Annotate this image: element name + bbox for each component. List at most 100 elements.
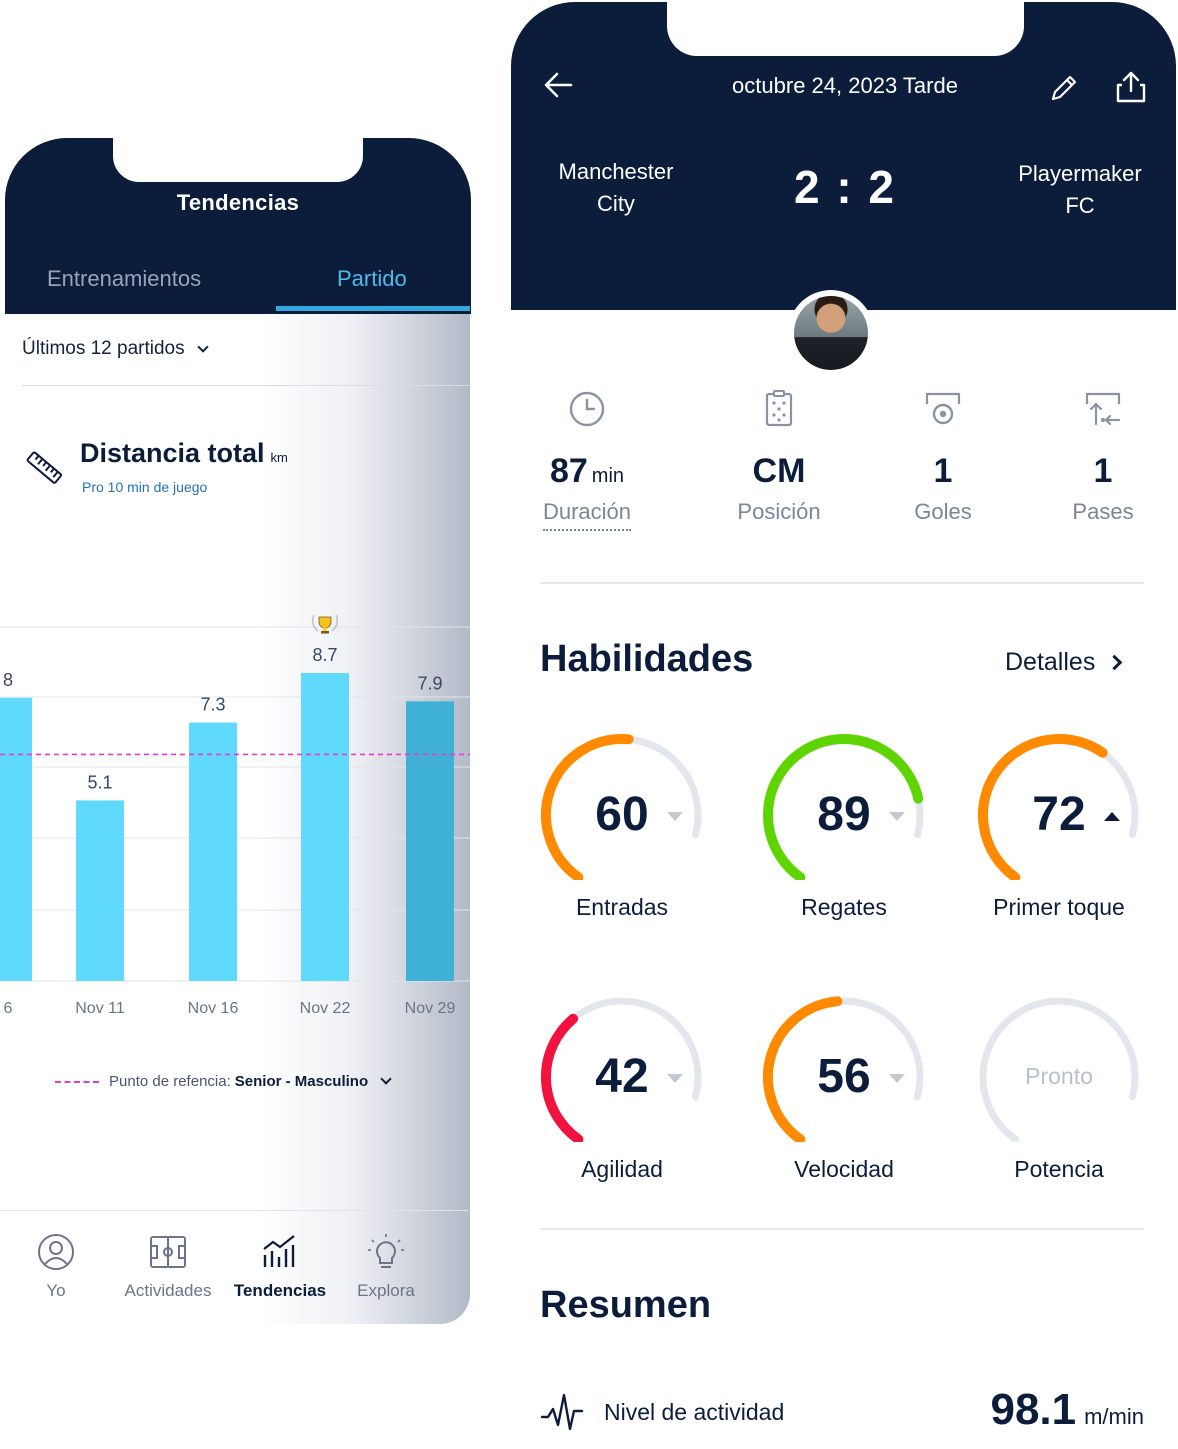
gauge-value: 56 xyxy=(817,1050,870,1103)
field-icon xyxy=(150,1236,186,1268)
player-avatar[interactable] xyxy=(788,290,874,376)
nav-label: Actividades xyxy=(124,1281,212,1300)
skill-gauge-velocidad[interactable]: 56 Velocidad xyxy=(749,992,939,1183)
chart-bar[interactable] xyxy=(189,722,237,981)
details-label: Detalles xyxy=(1005,648,1096,676)
gauge-label: Primer toque xyxy=(993,894,1125,920)
skill-gauge-potencia[interactable]: Pronto Potencia xyxy=(964,992,1154,1183)
chart-bar[interactable] xyxy=(0,697,32,981)
share-icon[interactable] xyxy=(1114,70,1148,104)
skill-gauge-primer-toque[interactable]: 72 Primer toque xyxy=(964,730,1154,921)
chevron-right-icon xyxy=(1107,654,1123,671)
summary-number: 98.1 xyxy=(990,1385,1077,1434)
stat-value: CM xyxy=(752,452,806,490)
chart-bars xyxy=(0,673,454,981)
away-team: Playermaker FC xyxy=(1000,158,1160,222)
tab-entrenamientos[interactable]: Entrenamientos xyxy=(47,266,202,291)
clock-icon xyxy=(569,391,605,427)
stat-label: Posición xyxy=(737,499,821,524)
stat-goals: 1 Goles xyxy=(863,390,1023,525)
gauge-dial: 42 xyxy=(541,997,702,1142)
chart-bar[interactable] xyxy=(301,673,349,981)
home-team-line2: City xyxy=(597,191,635,216)
stat-position: CM Posición xyxy=(699,390,859,525)
gauge-dial: 56 xyxy=(762,996,924,1142)
gauge-label: Potencia xyxy=(1014,1156,1104,1182)
x-tick-label: Nov 11 xyxy=(75,1000,125,1017)
gauge-dial: 89 xyxy=(763,734,924,880)
player-photo xyxy=(794,296,868,370)
divider xyxy=(540,582,1144,584)
away-team-line1: Playermaker xyxy=(1018,161,1142,186)
stat-label: Pases xyxy=(1072,499,1134,524)
phone-notch xyxy=(667,0,1024,56)
bar-value-label: 8.7 xyxy=(312,645,337,665)
away-team-line2: FC xyxy=(1065,193,1095,218)
x-tick-label: Nov 22 xyxy=(300,1000,351,1017)
trend-down-icon xyxy=(667,812,683,821)
stat-value: 87 xyxy=(549,452,588,490)
metric-title-text: Distancia total xyxy=(80,438,265,468)
stat-duration[interactable]: 87 min Duración xyxy=(507,390,667,531)
nav-item-tendencias[interactable]: Tendencias xyxy=(230,1233,330,1301)
gauge-value: 60 xyxy=(595,788,648,841)
details-link[interactable]: Detalles xyxy=(1005,648,1123,677)
gauge-label: Regates xyxy=(801,894,887,920)
home-team: Manchester City xyxy=(540,156,692,220)
bar-value-label: 7.9 xyxy=(417,673,442,693)
match-score: 2 : 2 xyxy=(793,161,897,213)
bar-value-label: 8 xyxy=(3,670,13,690)
edit-icon[interactable] xyxy=(1048,72,1080,104)
tab-partido[interactable]: Partido xyxy=(337,266,407,291)
gauge-dial: 60 xyxy=(540,734,702,880)
distance-bar-chart: 8 6 5.1 Nov 11 7.3 Nov 16 8.7 Nov 22 7.9 Nov 29 xyxy=(0,614,470,1017)
gauge-value: 42 xyxy=(595,1050,648,1103)
nav-item-explora[interactable]: Explora xyxy=(352,1233,420,1301)
x-tick-label: 6 xyxy=(4,1000,13,1017)
stat-passes: 1 Pases xyxy=(1023,390,1178,525)
trends-screen: Tendencias Entrenamientos Partido Último… xyxy=(0,0,480,1449)
benchmark-prefix: Punto de refencia: xyxy=(109,1073,231,1090)
back-arrow-icon[interactable] xyxy=(543,70,575,100)
trend-down-icon xyxy=(889,812,905,821)
pass-icon xyxy=(1085,392,1121,426)
gauge-label: Velocidad xyxy=(794,1156,894,1182)
skill-gauge-agilidad[interactable]: 42 Agilidad xyxy=(527,992,717,1183)
stat-value: 1 xyxy=(1093,452,1113,490)
bar-value-label: 7.3 xyxy=(200,695,225,715)
skill-gauge-entradas[interactable]: 60 Entradas xyxy=(527,730,717,921)
phone-notch xyxy=(113,128,363,182)
home-team-line1: Manchester xyxy=(558,159,674,184)
chevron-down-icon xyxy=(380,1073,392,1085)
lightbulb-icon xyxy=(368,1234,404,1268)
metric-title: Distancia total km xyxy=(80,438,288,469)
trend-down-icon xyxy=(889,1074,905,1083)
nav-item-actividades[interactable]: Actividades xyxy=(118,1233,218,1301)
skills-title: Habilidades xyxy=(540,638,754,680)
metric-unit: km xyxy=(270,450,288,465)
summary-activity-row[interactable]: Nivel de actividad 98.1 m/min xyxy=(540,1385,1144,1435)
gauge-value: 89 xyxy=(817,788,870,841)
period-filter-dropdown[interactable]: Últimos 12 partidos xyxy=(22,338,209,360)
gauge-value: Pronto xyxy=(1025,1063,1093,1089)
nav-label: Explora xyxy=(357,1281,415,1300)
benchmark-line-swatch xyxy=(55,1080,99,1083)
nav-label: Tendencias xyxy=(233,1281,327,1300)
trophy-icon xyxy=(311,614,339,634)
active-tab-indicator xyxy=(276,306,470,311)
chart-bar[interactable] xyxy=(76,800,124,981)
gauge-label: Agilidad xyxy=(581,1156,663,1182)
trends-icon xyxy=(263,1235,295,1267)
divider xyxy=(22,385,470,386)
goal-icon xyxy=(925,392,961,425)
nav-item-yo[interactable]: Yo xyxy=(32,1233,80,1301)
gauge-dial: 72 xyxy=(977,734,1139,880)
skill-gauge-regates[interactable]: 89 Regates xyxy=(749,730,939,921)
chevron-down-icon xyxy=(196,340,209,353)
summary-label: Nivel de actividad xyxy=(604,1399,785,1425)
summary-value: 98.1 m/min xyxy=(990,1385,1144,1435)
chart-bar[interactable] xyxy=(406,701,454,981)
bar-value-label: 5.1 xyxy=(87,772,112,792)
trend-up-icon xyxy=(1104,812,1120,821)
benchmark-legend[interactable]: Punto de refencia: Senior - Masculino xyxy=(55,1073,392,1090)
